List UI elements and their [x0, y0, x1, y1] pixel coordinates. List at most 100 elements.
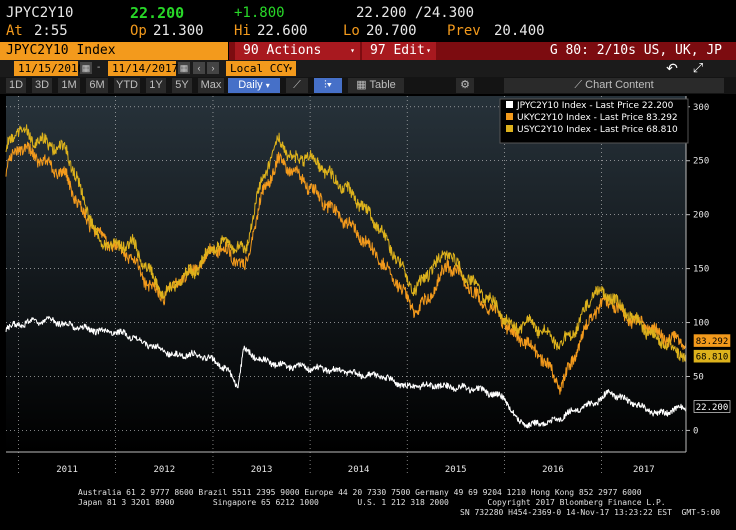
undo-icon[interactable]: ↶: [666, 60, 678, 76]
last-price-value: 68.810: [696, 353, 729, 363]
last-price-labels: 22.200 83.292 68.810: [693, 334, 731, 413]
chevron-right-icon[interactable]: ›: [207, 62, 219, 74]
high-label: Hi: [234, 23, 251, 39]
frequency-label: Daily: [238, 79, 263, 91]
period-1d[interactable]: 1D: [6, 78, 26, 93]
x-tick-label: 2014: [348, 465, 370, 475]
range-dash: -: [97, 62, 101, 73]
quote-time: 2:55: [34, 23, 68, 39]
table-button[interactable]: ▦ Table: [348, 78, 404, 93]
expand-icon[interactable]: ⤢: [692, 60, 704, 75]
quote-header: JPYC2Y10 22.200 +1.800 22.200 /24.300 At…: [0, 0, 736, 42]
date-range-bar: 11/15/2010 ▦ - 11/14/2017 ▦ ‹ › Local CC…: [0, 60, 736, 77]
start-date-input[interactable]: 11/15/2010: [14, 61, 84, 76]
y-tick-label: 100: [693, 319, 709, 329]
calendar-icon[interactable]: ▦: [80, 62, 92, 74]
currency-label: Local CCY: [230, 62, 290, 75]
period-1y[interactable]: 1Y: [146, 78, 166, 93]
chart-icon: ⟋: [574, 79, 583, 91]
x-tick-label: 2011: [56, 465, 78, 475]
footer-contacts-line2: Japan 81 3 3201 8900 Singapore 65 6212 1…: [78, 498, 666, 507]
table-label: Table: [369, 79, 396, 91]
legend-swatch: [506, 113, 513, 120]
dropdown-icon: ▾: [426, 46, 431, 55]
chevron-left-icon[interactable]: ‹: [193, 62, 205, 74]
actions-menu[interactable]: 90 Actions ▾: [235, 42, 360, 60]
function-bar: 90 Actions ▾ 97 Edit ▾ G 80: 2/10s US, UK,…: [229, 42, 736, 60]
footer-contacts-line1: Australia 61 2 9777 8600 Brazil 5511 239…: [78, 488, 642, 497]
last-price: 22.200: [130, 4, 185, 22]
legend-entry: UKYC2Y10 Index - Last Price 83.292: [517, 113, 678, 123]
x-tick-label: 2016: [542, 465, 564, 475]
title-bar: JPYC2Y10 Index 90 Actions ▾ 97 Edit ▾ G 80…: [0, 42, 736, 60]
legend-swatch: [506, 101, 513, 108]
open-label: Op: [130, 23, 147, 39]
last-price-tag: [693, 334, 731, 347]
grid-icon: ▦: [356, 79, 367, 91]
series-line-3: [5, 124, 687, 363]
last-price-tag: [693, 400, 731, 413]
dropdown-icon: ▾: [288, 64, 293, 73]
legend-swatch: [506, 125, 513, 132]
last-price-value: 83.292: [696, 337, 729, 347]
x-axis: 2011 2012 2013 2014 2015 2016 2017: [6, 451, 686, 475]
grid-lines: [6, 96, 686, 474]
chart-content-button[interactable]: ⟋ Chart Content: [504, 78, 724, 93]
series-line-1: [5, 315, 687, 429]
edit-label: 97 Edit: [370, 43, 425, 58]
x-tick-label: 2013: [251, 465, 273, 475]
line-chart-icon[interactable]: ⟋: [286, 78, 308, 93]
plot-background: [6, 96, 686, 452]
open-price: 21.300: [153, 23, 204, 39]
time-label: At: [6, 23, 23, 39]
legend-entry: USYC2Y10 Index - Last Price 68.810: [517, 125, 678, 135]
currency-select[interactable]: Local CCY ▾: [226, 61, 296, 76]
low-price: 20.700: [366, 23, 417, 39]
y-tick-label: 0: [693, 426, 698, 436]
ticker: JPYC2Y10: [6, 5, 74, 21]
footer-session-line: SN 732280 H454-2369-0 14-Nov-17 13:23:22…: [460, 508, 721, 517]
period-3d[interactable]: 3D: [32, 78, 52, 93]
legend: JPYC2Y10 Index - Last Price 22.200 UKYC2Y…: [499, 98, 689, 144]
end-date-input[interactable]: 11/14/2017: [108, 61, 178, 76]
legend-box: [499, 98, 689, 144]
high-price: 22.600: [257, 23, 308, 39]
period-6m[interactable]: 6M: [86, 78, 108, 93]
low-label: Lo: [343, 23, 360, 39]
last-price-value: 22.200: [696, 403, 729, 413]
y-tick-label: 150: [693, 265, 709, 275]
period-ytd[interactable]: YTD: [114, 78, 140, 93]
frequency-select[interactable]: Daily ▾: [228, 78, 280, 93]
y-tick-label: 200: [693, 211, 709, 221]
period-toolbar: 1D 3D 1M 6M YTD 1Y 5Y Max Daily ▾ ⟋ ⫶▾ ▦…: [0, 77, 736, 94]
price-change: +1.800: [234, 5, 285, 21]
prev-label: Prev: [447, 23, 481, 39]
period-max[interactable]: Max: [198, 78, 224, 93]
legend-entry: JPYC2Y10 Index - Last Price 22.200: [516, 101, 674, 111]
dropdown-icon: ▾: [350, 46, 355, 55]
series-lines: [5, 124, 687, 429]
x-tick-label: 2015: [445, 465, 467, 475]
period-5y[interactable]: 5Y: [172, 78, 192, 93]
calendar-icon[interactable]: ▦: [178, 62, 190, 74]
dropdown-icon: ▾: [265, 81, 270, 90]
prev-price: 20.400: [494, 23, 545, 39]
y-tick-label: 250: [693, 157, 709, 167]
bid-ask: 22.200 /24.300: [356, 5, 475, 21]
x-tick-label: 2012: [153, 465, 175, 475]
page-title: G 80: 2/10s US, UK, JP: [549, 43, 722, 58]
period-1m[interactable]: 1M: [58, 78, 80, 93]
settings-icon[interactable]: ⚙: [456, 78, 474, 93]
edit-menu[interactable]: 97 Edit ▾: [362, 42, 436, 60]
footer: Australia 61 2 9777 8600 Brazil 5511 239…: [0, 482, 736, 530]
y-axis: 0 50 100 150 200 250 300: [685, 96, 709, 452]
chart-content-label: Chart Content: [585, 79, 654, 91]
security-name[interactable]: JPYC2Y10 Index: [0, 42, 228, 60]
last-price-tag: [693, 349, 731, 363]
bar-style-icon[interactable]: ⫶▾: [314, 78, 342, 93]
y-tick-label: 300: [693, 103, 709, 113]
actions-label: 90 Actions: [243, 43, 322, 58]
x-tick-label: 2017: [633, 465, 655, 475]
y-tick-label: 50: [693, 372, 704, 382]
